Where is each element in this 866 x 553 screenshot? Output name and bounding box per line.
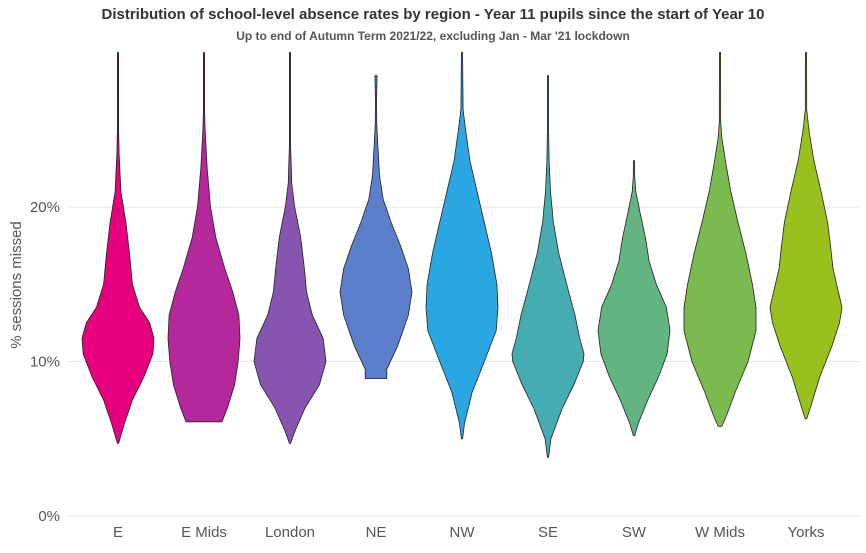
x-tick-label: NE xyxy=(366,524,387,541)
violin-ne xyxy=(339,75,413,379)
violin-london xyxy=(253,52,327,444)
violin-w-mids xyxy=(683,52,757,427)
tick-labels: 0% 10% 20% E E Mids London NE NW SE SW W Mids Yorks xyxy=(30,199,825,541)
violin-e-mids xyxy=(167,52,241,423)
x-tick-label: Yorks xyxy=(788,524,825,541)
y-tick-label: 10% xyxy=(30,354,60,371)
violin-sw xyxy=(597,160,671,437)
chart-title: Distribution of school-level absence rat… xyxy=(101,6,765,23)
violin-nw xyxy=(425,52,499,440)
x-tick-label: SW xyxy=(622,524,647,541)
y-tick-label: 20% xyxy=(30,199,60,216)
x-tick-label: SE xyxy=(538,524,558,541)
x-tick-label: W Mids xyxy=(695,524,745,541)
x-tick-label: NW xyxy=(450,524,476,541)
x-tick-label: E Mids xyxy=(181,524,227,541)
x-tick-label: London xyxy=(265,524,315,541)
violins xyxy=(81,52,843,458)
y-axis-title: % sessions missed xyxy=(8,221,25,349)
chart-subtitle: Up to end of Autumn Term 2021/22, exclud… xyxy=(236,29,630,43)
violin-e xyxy=(81,52,155,444)
y-tick-label: 0% xyxy=(38,508,60,525)
x-tick-label: E xyxy=(113,524,123,541)
violin-yorks xyxy=(769,52,843,420)
violin-se xyxy=(511,75,585,458)
